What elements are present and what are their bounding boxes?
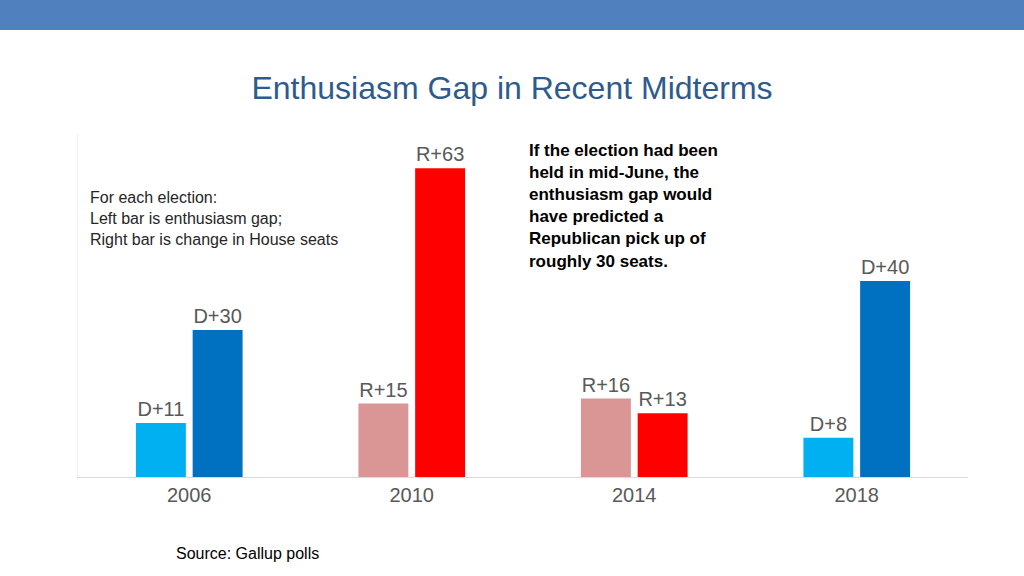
svg-text:R+13: R+13 — [638, 388, 686, 410]
svg-text:2018: 2018 — [835, 484, 880, 506]
svg-text:2006: 2006 — [167, 484, 212, 506]
svg-text:D+30: D+30 — [193, 305, 241, 327]
svg-text:R+63: R+63 — [416, 143, 464, 165]
svg-text:2010: 2010 — [390, 484, 435, 506]
svg-text:D+40: D+40 — [861, 256, 909, 278]
svg-text:If the election had beenheld i: If the election had beenheld in mid-June… — [529, 141, 718, 271]
svg-text:D+11: D+11 — [137, 398, 184, 420]
svg-text:Enthusiasm Gap in Recent Midte: Enthusiasm Gap in Recent Midterms — [251, 70, 772, 106]
svg-text:2014: 2014 — [612, 484, 657, 506]
svg-text:D+8: D+8 — [810, 413, 847, 435]
svg-text:Source: Gallup polls: Source: Gallup polls — [176, 545, 319, 562]
svg-text:R+16: R+16 — [582, 374, 630, 396]
svg-text:For each election:Left bar is: For each election:Left bar is enthusiasm… — [90, 189, 338, 248]
svg-text:R+15: R+15 — [359, 379, 407, 401]
